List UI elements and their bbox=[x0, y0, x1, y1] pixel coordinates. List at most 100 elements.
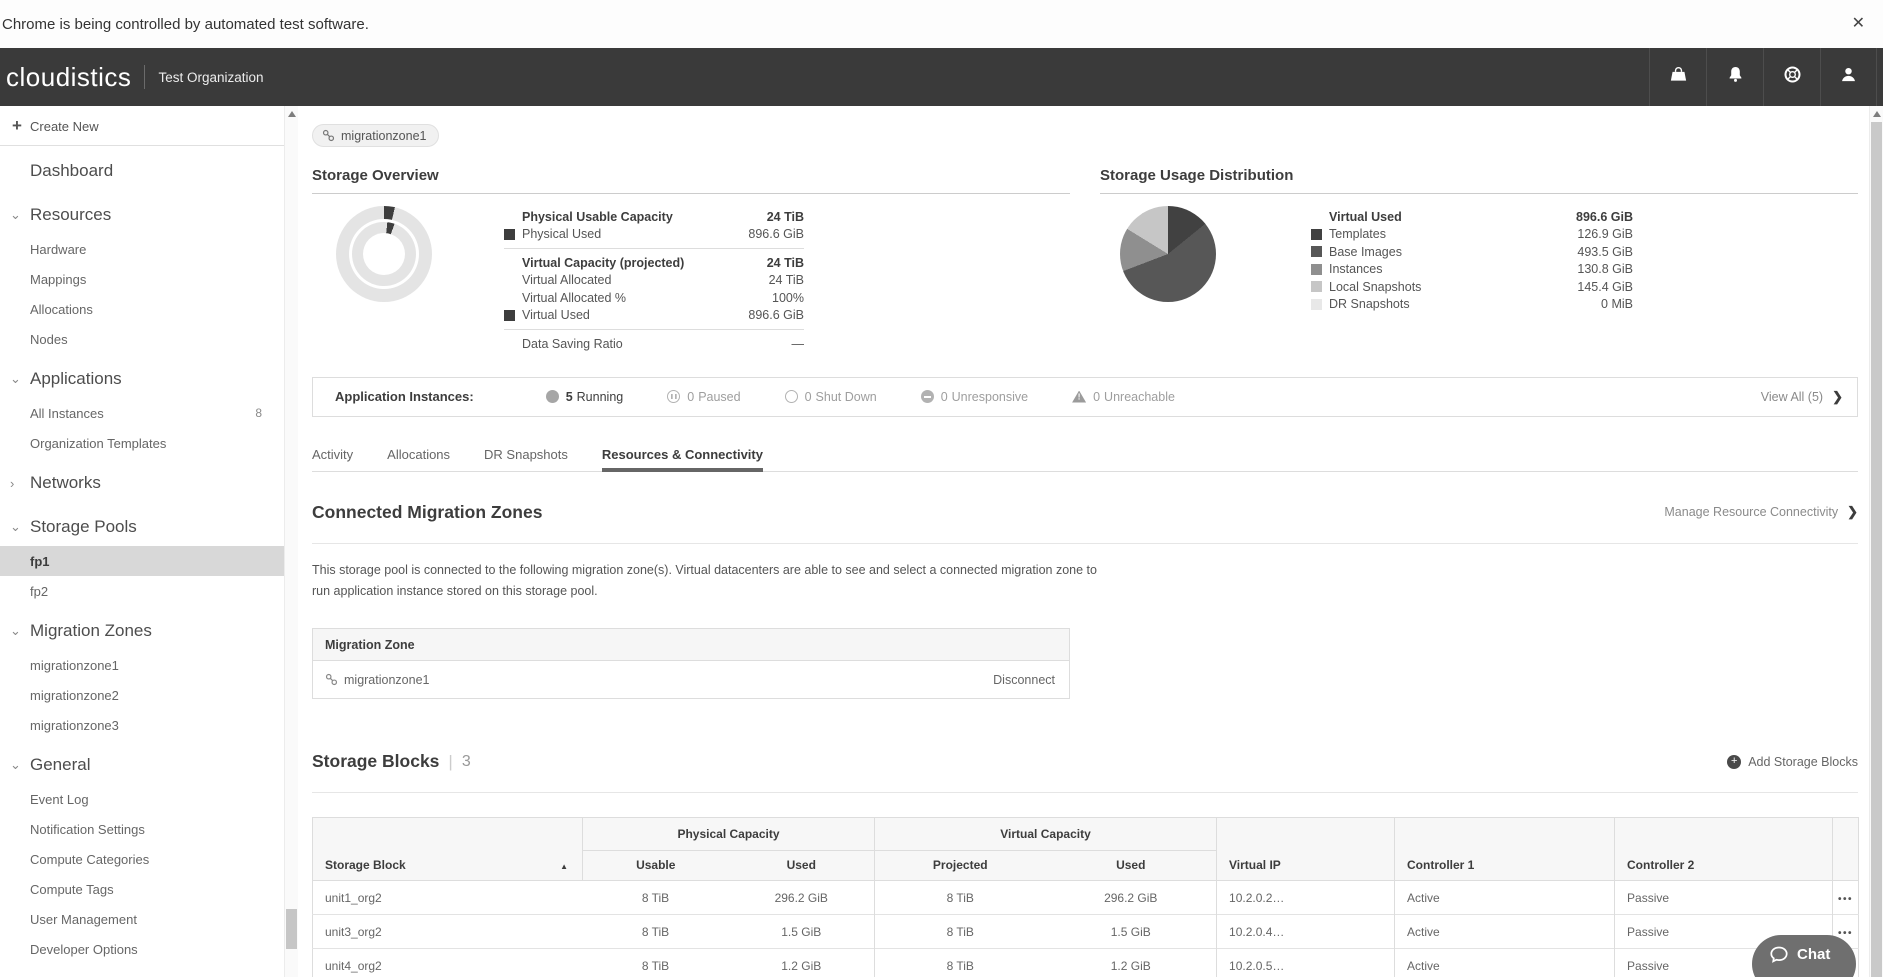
connected-zones-description: This storage pool is connected to the fo… bbox=[312, 562, 1097, 598]
chat-label: Chat bbox=[1797, 946, 1831, 963]
account-button[interactable] bbox=[1820, 48, 1877, 106]
sidebar-item[interactable]: Event Log bbox=[0, 784, 284, 814]
scrollbar-thumb[interactable] bbox=[1871, 122, 1882, 977]
section-divider bbox=[312, 542, 1858, 544]
usage-pie bbox=[1120, 206, 1216, 302]
column-header-virtual-ip[interactable]: Virtual IP bbox=[1216, 817, 1395, 881]
logo-divider bbox=[144, 65, 146, 89]
sidebar-item[interactable]: Compute Categories bbox=[0, 844, 284, 874]
sidebar-item[interactable]: Hardware bbox=[0, 234, 284, 264]
sidebar-item[interactable]: Mappings bbox=[0, 264, 284, 294]
sidebar-item[interactable]: Developer Options bbox=[0, 934, 284, 964]
marketplace-button[interactable] bbox=[1649, 48, 1706, 106]
sidebar-scrollbar[interactable] bbox=[284, 106, 298, 977]
view-all-link[interactable]: View All (5) bbox=[1761, 389, 1843, 405]
scroll-up-icon[interactable] bbox=[287, 111, 296, 117]
zone-tag-label: migrationzone1 bbox=[341, 128, 427, 143]
chat-button[interactable]: Chat bbox=[1752, 935, 1856, 977]
column-header-projected[interactable]: Projected bbox=[874, 850, 1046, 881]
legend-label: Base Images bbox=[1329, 244, 1402, 259]
legend-swatch bbox=[504, 211, 515, 222]
sidebar-item[interactable]: Nodes bbox=[0, 324, 284, 354]
cell-used-physical: 296.2 GiB bbox=[774, 890, 828, 905]
legend-label: Virtual Used bbox=[522, 308, 590, 323]
legend-row: Physical Used 896.6 GiB bbox=[504, 226, 804, 244]
sidebar-item[interactable]: User Management bbox=[0, 904, 284, 934]
legend-swatch bbox=[504, 309, 515, 321]
column-header-controller2[interactable]: Controller 2 bbox=[1614, 817, 1833, 881]
chevron-right-icon bbox=[1832, 389, 1843, 405]
legend-value: 130.8 GiB bbox=[1577, 262, 1633, 277]
tab[interactable]: Resources & Connectivity bbox=[601, 447, 764, 472]
cell-storage-block-name[interactable]: unit4_org2 bbox=[325, 958, 382, 973]
column-header-actions bbox=[1832, 817, 1859, 881]
sidebar-item[interactable]: fp2 bbox=[0, 576, 284, 606]
legend-value: 896.6 GiB bbox=[1576, 209, 1633, 224]
sidebar-item-label: migrationzone1 bbox=[30, 657, 119, 673]
tab[interactable]: Allocations bbox=[387, 446, 451, 462]
cell-used-virtual: 1.2 GiB bbox=[1110, 958, 1151, 973]
legend-row: Virtual Allocated 24 TiB bbox=[504, 272, 804, 290]
migration-zone-column-header: Migration Zone bbox=[313, 629, 1069, 661]
migration-zone-tag[interactable]: migrationzone1 bbox=[312, 124, 440, 147]
column-header-usable[interactable]: Usable bbox=[582, 850, 729, 881]
manage-connectivity-link[interactable]: Manage Resource Connectivity bbox=[1664, 504, 1858, 520]
sidebar-item[interactable]: Allocations bbox=[0, 294, 284, 324]
tab[interactable]: Activity bbox=[312, 446, 354, 462]
cell-storage-block-name[interactable]: unit3_org2 bbox=[325, 924, 382, 939]
legend-row: Templates 126.9 GiB bbox=[1311, 226, 1633, 244]
disconnect-link[interactable]: Disconnect bbox=[993, 672, 1055, 687]
support-button[interactable] bbox=[1763, 48, 1820, 106]
chevron-icon: ⌄ bbox=[10, 519, 21, 534]
view-all-label: View All (5) bbox=[1760, 389, 1824, 404]
cell-storage-block-name[interactable]: unit1_org2 bbox=[325, 890, 382, 905]
create-new-label: Create New bbox=[30, 118, 99, 134]
sidebar-item[interactable]: Dashboard bbox=[0, 152, 284, 190]
sidebar-item-label: migrationzone2 bbox=[30, 687, 119, 703]
sort-ascending-icon bbox=[560, 862, 568, 871]
close-icon[interactable]: ✕ bbox=[1851, 15, 1865, 32]
create-new-button[interactable]: Create New bbox=[0, 110, 284, 142]
legend-swatch bbox=[504, 228, 515, 240]
legend-label: Virtual Allocated bbox=[522, 273, 612, 288]
sidebar-item[interactable]: Organization Templates bbox=[0, 428, 284, 458]
storage-blocks-count: 3 bbox=[461, 752, 471, 770]
cell-virtual-ip: 10.2.0.5… bbox=[1216, 948, 1395, 977]
legend-row: Data Saving Ratio — bbox=[504, 335, 804, 353]
legend-row: Virtual Used 896.6 GiB bbox=[1311, 208, 1633, 226]
sidebar-item[interactable]: ⌄ Applications bbox=[0, 360, 284, 398]
sidebar-item[interactable]: ⌄ Migration Zones bbox=[0, 612, 284, 650]
sidebar-item[interactable]: migrationzone3 bbox=[0, 710, 284, 740]
sidebar-item[interactable]: ⌄ Resources bbox=[0, 196, 284, 234]
column-header-controller1[interactable]: Controller 1 bbox=[1394, 817, 1615, 881]
legend-swatch bbox=[1311, 246, 1322, 258]
storage-block-row: unit1_org2 8 TiB 296.2 GiB 8 TiB 296.2 G… bbox=[313, 880, 1859, 915]
sidebar-item-label: Developer Options bbox=[30, 941, 138, 957]
column-header-used-physical[interactable]: Used bbox=[728, 850, 875, 881]
sidebar-item[interactable]: fp1 bbox=[0, 546, 284, 576]
sidebar-item[interactable]: Notification Settings bbox=[0, 814, 284, 844]
sidebar-item[interactable]: › Networks bbox=[0, 464, 284, 502]
column-header-storage-block[interactable]: Storage Block bbox=[312, 817, 583, 881]
main-scrollbar[interactable] bbox=[1869, 106, 1883, 977]
add-storage-blocks-button[interactable]: Add Storage Blocks bbox=[1727, 754, 1858, 769]
notifications-button[interactable] bbox=[1706, 48, 1763, 106]
migration-zone-name[interactable]: migrationzone1 bbox=[344, 672, 430, 687]
row-actions-button[interactable] bbox=[1832, 880, 1859, 915]
scrollbar-thumb[interactable] bbox=[286, 909, 297, 949]
legend-row: Virtual Allocated % 100% bbox=[504, 289, 804, 307]
sidebar-item[interactable]: Compute Tags bbox=[0, 874, 284, 904]
legend-label: Physical Usable Capacity bbox=[522, 209, 673, 224]
cloudistics-logo[interactable]: cloudistics bbox=[6, 61, 132, 92]
sidebar-item[interactable]: All Instances 8 bbox=[0, 398, 284, 428]
tab[interactable]: DR Snapshots bbox=[484, 446, 568, 462]
sidebar-item[interactable]: migrationzone1 bbox=[0, 650, 284, 680]
cell-projected: 8 TiB bbox=[874, 914, 1046, 949]
legend-label: Data Saving Ratio bbox=[522, 336, 623, 351]
sidebar-item[interactable]: ⌄ Storage Pools bbox=[0, 508, 284, 546]
scroll-up-icon[interactable] bbox=[1872, 111, 1881, 117]
sidebar-item[interactable]: ⌄ General bbox=[0, 746, 284, 784]
column-header-used-virtual[interactable]: Used bbox=[1045, 850, 1217, 881]
legend-row: Virtual Used 896.6 GiB bbox=[504, 307, 804, 325]
sidebar-item[interactable]: migrationzone2 bbox=[0, 680, 284, 710]
